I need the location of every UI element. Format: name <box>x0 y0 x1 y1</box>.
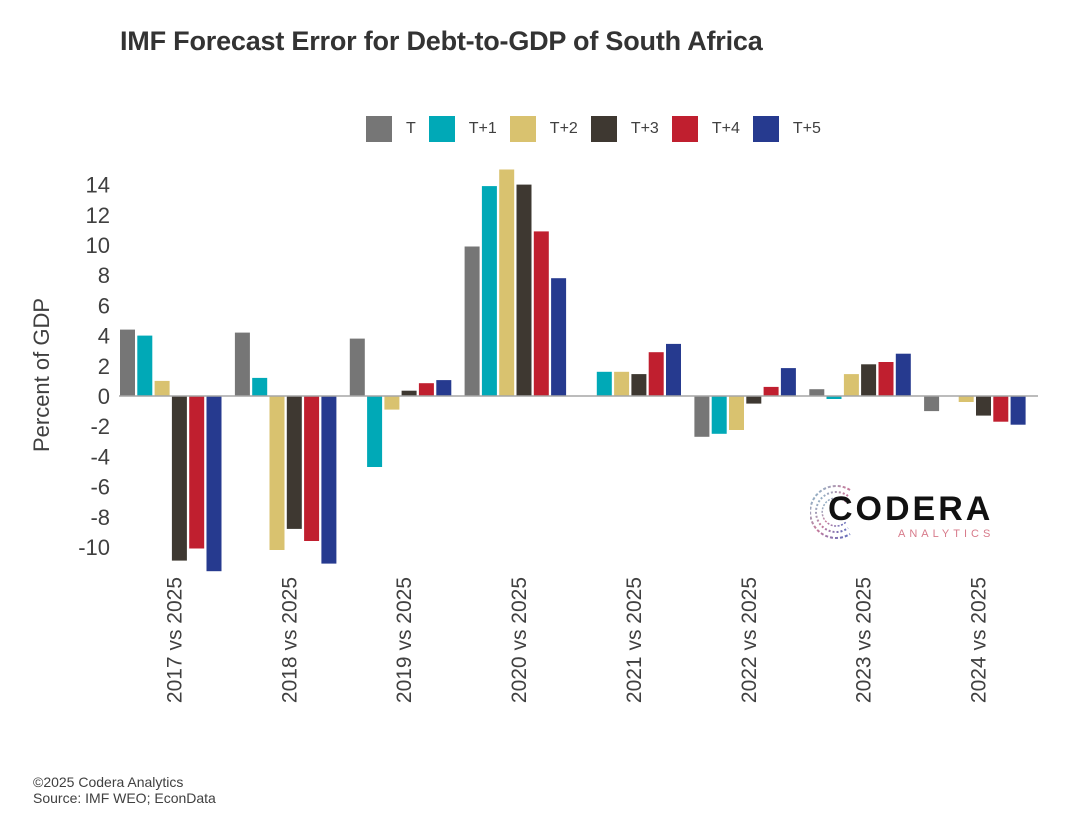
bar-tplus2-1 <box>269 396 285 550</box>
chart-title: IMF Forecast Error for Debt-to-GDP of So… <box>120 26 763 56</box>
legend-swatch <box>366 116 392 142</box>
legend-label: T+3 <box>630 120 659 137</box>
legend-item: T <box>366 116 416 142</box>
bar-tplus2-4 <box>614 371 630 396</box>
y-tick-label: 0 <box>98 384 110 409</box>
legend-swatch <box>509 116 536 142</box>
bar-t-7 <box>924 396 940 412</box>
bar-tplus1-3 <box>481 186 497 396</box>
bar-tplus4-7 <box>993 396 1009 422</box>
legend-item: T+1 <box>428 116 497 142</box>
bar-tplus5-5 <box>780 368 796 396</box>
footer: ©2025 Codera Analytics Source: IMF WEO; … <box>33 774 216 806</box>
legend-item: T+5 <box>752 116 821 142</box>
x-tick-label: 2023 vs 2025 <box>853 577 876 703</box>
y-tick-label: -4 <box>90 444 110 469</box>
x-tick-label: 2021 vs 2025 <box>623 577 646 703</box>
x-tick-label: 2020 vs 2025 <box>508 577 531 703</box>
y-tick-label: 12 <box>86 203 110 228</box>
bar-tplus5-4 <box>666 343 681 396</box>
legend-item: T+2 <box>509 116 578 142</box>
legend-swatch <box>752 116 779 142</box>
bar-tplus2-7 <box>958 396 974 402</box>
bar-tplus3-2 <box>401 390 417 396</box>
legend: T T+1 T+2 T+3 T+4 T+5 <box>366 116 834 142</box>
bar-tplus3-5 <box>746 396 762 404</box>
bar-tplus1-6 <box>826 396 842 399</box>
bar-t-0 <box>120 329 135 396</box>
x-tick-label: 2017 vs 2025 <box>163 577 186 703</box>
bar-tplus3-6 <box>861 364 877 396</box>
legend-label: T+1 <box>468 120 497 137</box>
bar-tplus3-0 <box>171 396 187 561</box>
bar-tplus5-3 <box>551 278 567 396</box>
x-tick-label: 2018 vs 2025 <box>278 577 301 703</box>
y-tick-label: -6 <box>90 475 110 500</box>
codera-logo: CODERA ANALYTICS <box>810 480 1000 545</box>
bar-tplus4-0 <box>189 396 205 549</box>
bar-tplus1-4 <box>596 371 612 396</box>
bar-tplus5-0 <box>206 396 222 572</box>
bar-tplus1-0 <box>137 335 153 396</box>
x-tick-label: 2022 vs 2025 <box>738 577 761 703</box>
bar-tplus3-4 <box>631 374 647 396</box>
bar-tplus3-7 <box>976 396 991 416</box>
y-tick-label: -10 <box>78 535 110 560</box>
bar-tplus4-4 <box>648 352 664 396</box>
bar-t-2 <box>349 338 365 396</box>
bar-tplus2-6 <box>843 374 859 396</box>
y-tick-label: 2 <box>98 354 110 379</box>
y-tick-label: 4 <box>98 324 110 349</box>
legend-label: T+4 <box>711 120 740 137</box>
bar-t-5 <box>694 396 710 437</box>
legend-label: T+2 <box>549 120 578 137</box>
legend-label: T+5 <box>792 120 821 137</box>
source-text: Source: IMF WEO; EconData <box>33 790 216 806</box>
y-tick-label: 6 <box>98 293 110 318</box>
bar-tplus5-1 <box>321 396 337 564</box>
logo-subtitle: ANALYTICS <box>898 528 995 540</box>
bar-t-3 <box>464 246 480 396</box>
y-tick-label: -2 <box>90 414 110 439</box>
bar-tplus3-1 <box>286 396 302 529</box>
bar-tplus4-6 <box>878 362 894 396</box>
bar-tplus2-2 <box>384 396 400 410</box>
logo-wordmark: CODERA <box>828 490 994 528</box>
bar-tplus4-1 <box>304 396 320 541</box>
bar-tplus2-0 <box>154 380 170 396</box>
y-tick-label: 8 <box>98 263 110 288</box>
bar-tplus1-1 <box>252 377 268 396</box>
bar-tplus1-2 <box>367 396 383 467</box>
y-tick-label: 14 <box>86 173 110 198</box>
bar-tplus3-3 <box>516 184 532 396</box>
x-tick-label: 2019 vs 2025 <box>393 577 416 703</box>
x-tick-label: 2024 vs 2025 <box>968 577 991 703</box>
bar-tplus1-5 <box>711 396 727 434</box>
bar-tplus5-7 <box>1010 396 1026 425</box>
bar-tplus2-3 <box>499 169 515 396</box>
legend-label: T <box>406 120 416 137</box>
bar-tplus5-6 <box>895 353 911 396</box>
legend-swatch <box>671 116 698 142</box>
legend-swatch <box>590 116 617 142</box>
bar-tplus5-2 <box>436 380 452 396</box>
bar-tplus4-5 <box>763 386 779 396</box>
legend-item: T+3 <box>590 116 659 142</box>
logo-mark-icon <box>810 485 851 539</box>
y-tick-label: -8 <box>90 505 110 530</box>
bar-tplus4-2 <box>418 383 434 396</box>
legend-swatch <box>428 116 455 142</box>
bar-t-6 <box>809 389 825 396</box>
copyright-text: ©2025 Codera Analytics <box>33 774 184 790</box>
legend-item: T+4 <box>671 116 740 142</box>
bar-tplus4-3 <box>533 231 549 396</box>
bar-t-1 <box>234 332 250 396</box>
y-tick-label: 10 <box>86 233 110 258</box>
bar-tplus2-5 <box>729 396 744 430</box>
